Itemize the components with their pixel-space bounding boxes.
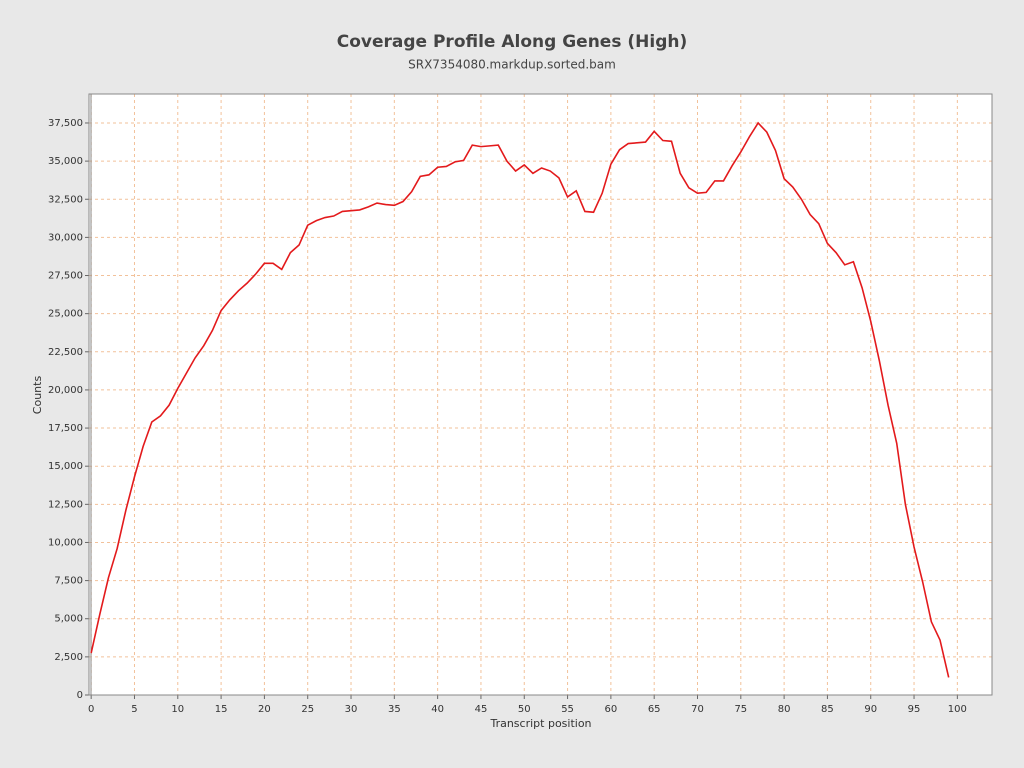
y-tick-label: 17,500 — [48, 423, 83, 434]
x-tick-label: 15 — [215, 704, 228, 715]
x-axis-label: Transcript position — [489, 717, 591, 730]
x-tick-label: 100 — [948, 704, 967, 715]
y-tick-label: 12,500 — [48, 499, 83, 510]
x-tick-label: 20 — [258, 704, 271, 715]
chart-title: Coverage Profile Along Genes (High) — [337, 32, 688, 52]
x-tick-label: 60 — [605, 704, 618, 715]
y-tick-label: 30,000 — [48, 232, 83, 243]
x-tick-label: 0 — [88, 704, 94, 715]
y-tick-label: 5,000 — [54, 614, 83, 625]
x-tick-label: 10 — [171, 704, 184, 715]
data-line — [90, 121, 950, 678]
x-tick-label: 40 — [431, 704, 444, 715]
plot-border — [88, 93, 993, 696]
y-tick-label: 32,500 — [48, 194, 83, 205]
plot-area — [89, 94, 992, 695]
x-tick-label: 25 — [301, 704, 314, 715]
y-tick-label: 10,000 — [48, 537, 83, 548]
x-tick-label: 5 — [131, 704, 137, 715]
y-tick-label: 0 — [77, 690, 83, 701]
y-tick-label: 7,500 — [54, 576, 83, 587]
x-tick-label: 90 — [864, 704, 877, 715]
y-axis-label: Counts — [31, 376, 44, 415]
y-tick-label: 22,500 — [48, 347, 83, 358]
y-tick-label: 37,500 — [48, 118, 83, 129]
x-tick-label: 70 — [691, 704, 704, 715]
y-tick-label: 20,000 — [48, 385, 83, 396]
x-tick-label: 45 — [475, 704, 488, 715]
x-tick-label: 80 — [778, 704, 791, 715]
y-tick-label: 25,000 — [48, 309, 83, 320]
x-tick-label: 95 — [908, 704, 921, 715]
x-tick-label: 85 — [821, 704, 834, 715]
x-tick-label: 65 — [648, 704, 661, 715]
x-tick-label: 55 — [561, 704, 574, 715]
y-tick-label: 35,000 — [48, 156, 83, 167]
x-tick-label: 50 — [518, 704, 531, 715]
x-tick-label: 30 — [345, 704, 358, 715]
x-tick-label: 75 — [734, 704, 747, 715]
x-tick-label: 35 — [388, 704, 401, 715]
y-tick-label: 15,000 — [48, 461, 83, 472]
y-tick-label: 27,500 — [48, 271, 83, 282]
chart-subtitle: SRX7354080.markdup.sorted.bam — [408, 58, 616, 72]
y-tick-label: 2,500 — [54, 652, 83, 663]
